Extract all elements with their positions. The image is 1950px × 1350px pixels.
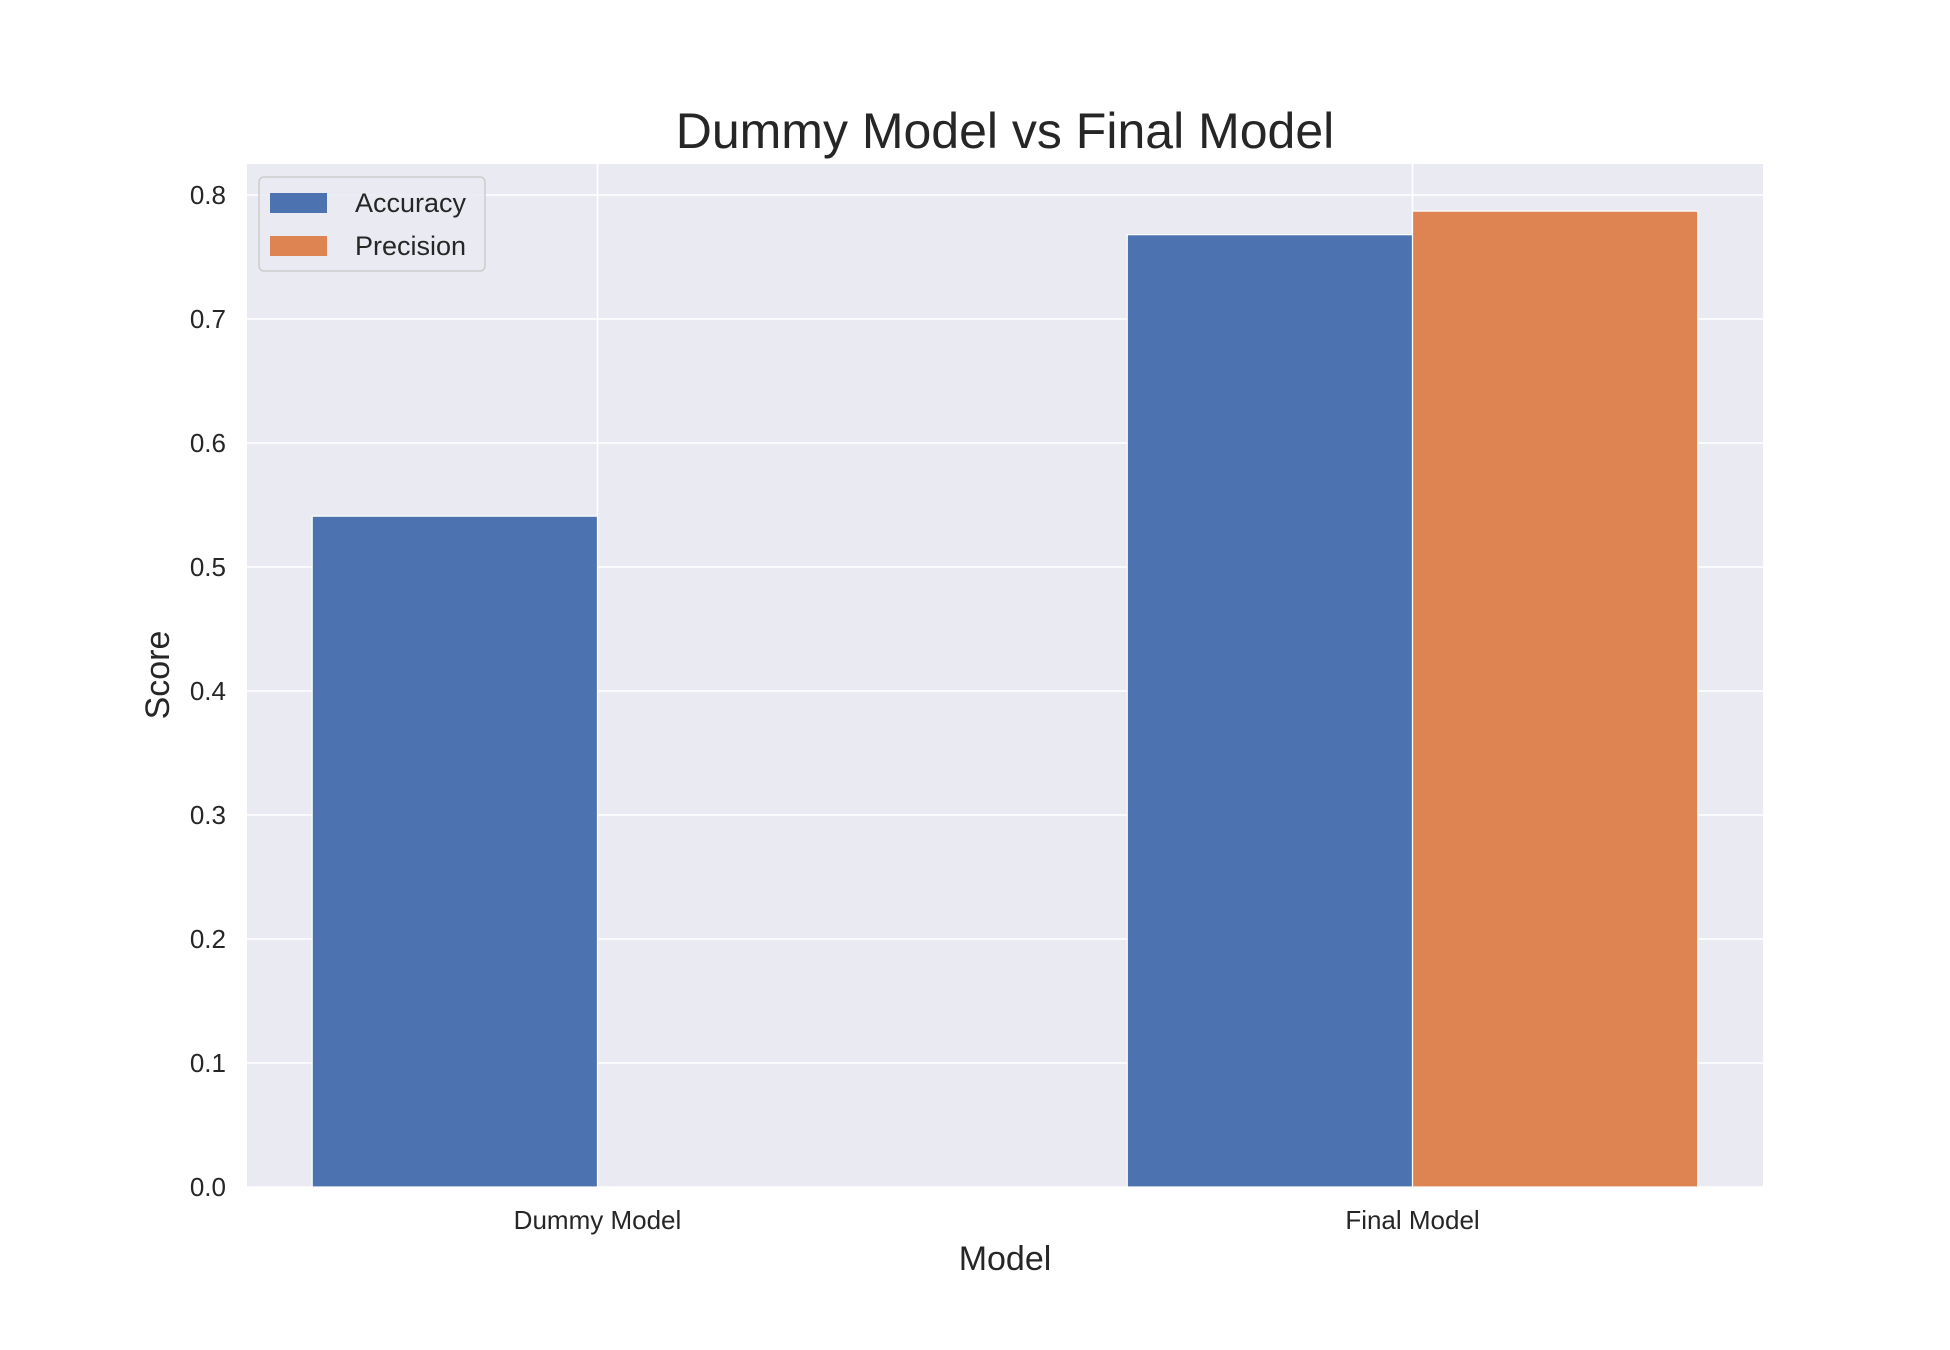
y-tick-label: 0.8: [190, 180, 226, 210]
legend-swatch-precision: [270, 236, 327, 256]
x-axis-ticks: Dummy Model Final Model: [514, 1205, 1480, 1235]
bar-precision-final-model: [1411, 210, 1699, 1188]
legend-swatch-accuracy: [270, 193, 327, 213]
y-axis-ticks: 0.0 0.1 0.2 0.3 0.4 0.5 0.6 0.7 0.8: [190, 180, 226, 1202]
y-axis-label: Score: [139, 631, 177, 720]
y-tick-label: 0.5: [190, 552, 226, 582]
y-tick-label: 0.0: [190, 1172, 226, 1202]
bar-accuracy-dummy-model: [311, 515, 599, 1188]
x-axis-label: Model: [959, 1240, 1052, 1278]
bar-accuracy-final-model: [1126, 234, 1414, 1188]
legend-label-accuracy: Accuracy: [355, 188, 467, 218]
x-tick-label: Dummy Model: [514, 1205, 682, 1235]
y-tick-label: 0.6: [190, 428, 226, 458]
legend: Accuracy Precision: [258, 176, 486, 272]
y-tick-label: 0.1: [190, 1048, 226, 1078]
chart-title: Dummy Model vs Final Model: [676, 103, 1335, 159]
y-tick-label: 0.7: [190, 304, 226, 334]
bars: [311, 210, 1699, 1188]
y-tick-label: 0.4: [190, 676, 226, 706]
x-tick-label: Final Model: [1345, 1205, 1479, 1235]
y-tick-label: 0.3: [190, 800, 226, 830]
y-tick-label: 0.2: [190, 924, 226, 954]
legend-label-precision: Precision: [355, 231, 466, 261]
